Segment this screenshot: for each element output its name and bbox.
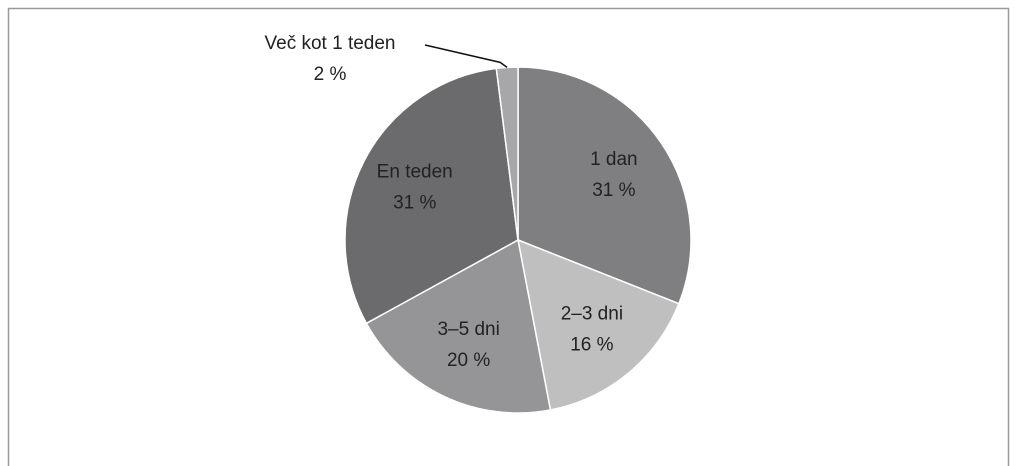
pie-slice bbox=[365, 238, 552, 414]
slice-label: Več kot 1 teden bbox=[265, 33, 396, 54]
slice-value-label: 31 % bbox=[592, 180, 635, 201]
slice-label: 2–3 dni bbox=[561, 303, 623, 324]
pie-slice bbox=[517, 238, 680, 411]
frame bbox=[7, 7, 1010, 466]
leader-line bbox=[424, 44, 508, 68]
slice-label: En teden bbox=[377, 161, 453, 182]
slice-label: 3–5 dni bbox=[437, 319, 499, 340]
pie-slice bbox=[517, 66, 692, 305]
slice-label: 1 dan bbox=[590, 149, 638, 170]
slice-value-label: 31 % bbox=[393, 192, 436, 213]
slice-value-label: 20 % bbox=[447, 350, 490, 371]
slice-value-label: 16 % bbox=[570, 334, 613, 355]
pie-slice bbox=[344, 67, 519, 325]
slice-value-label: 2 % bbox=[314, 64, 347, 85]
